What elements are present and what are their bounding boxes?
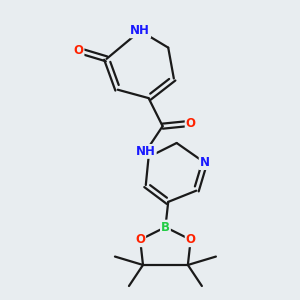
Text: O: O bbox=[186, 233, 196, 246]
Text: NH: NH bbox=[136, 145, 156, 158]
Text: O: O bbox=[186, 117, 196, 130]
Text: B: B bbox=[161, 220, 170, 234]
Text: N: N bbox=[200, 156, 210, 169]
Text: O: O bbox=[74, 44, 83, 57]
Text: NH: NH bbox=[130, 24, 150, 37]
Text: O: O bbox=[135, 233, 145, 246]
